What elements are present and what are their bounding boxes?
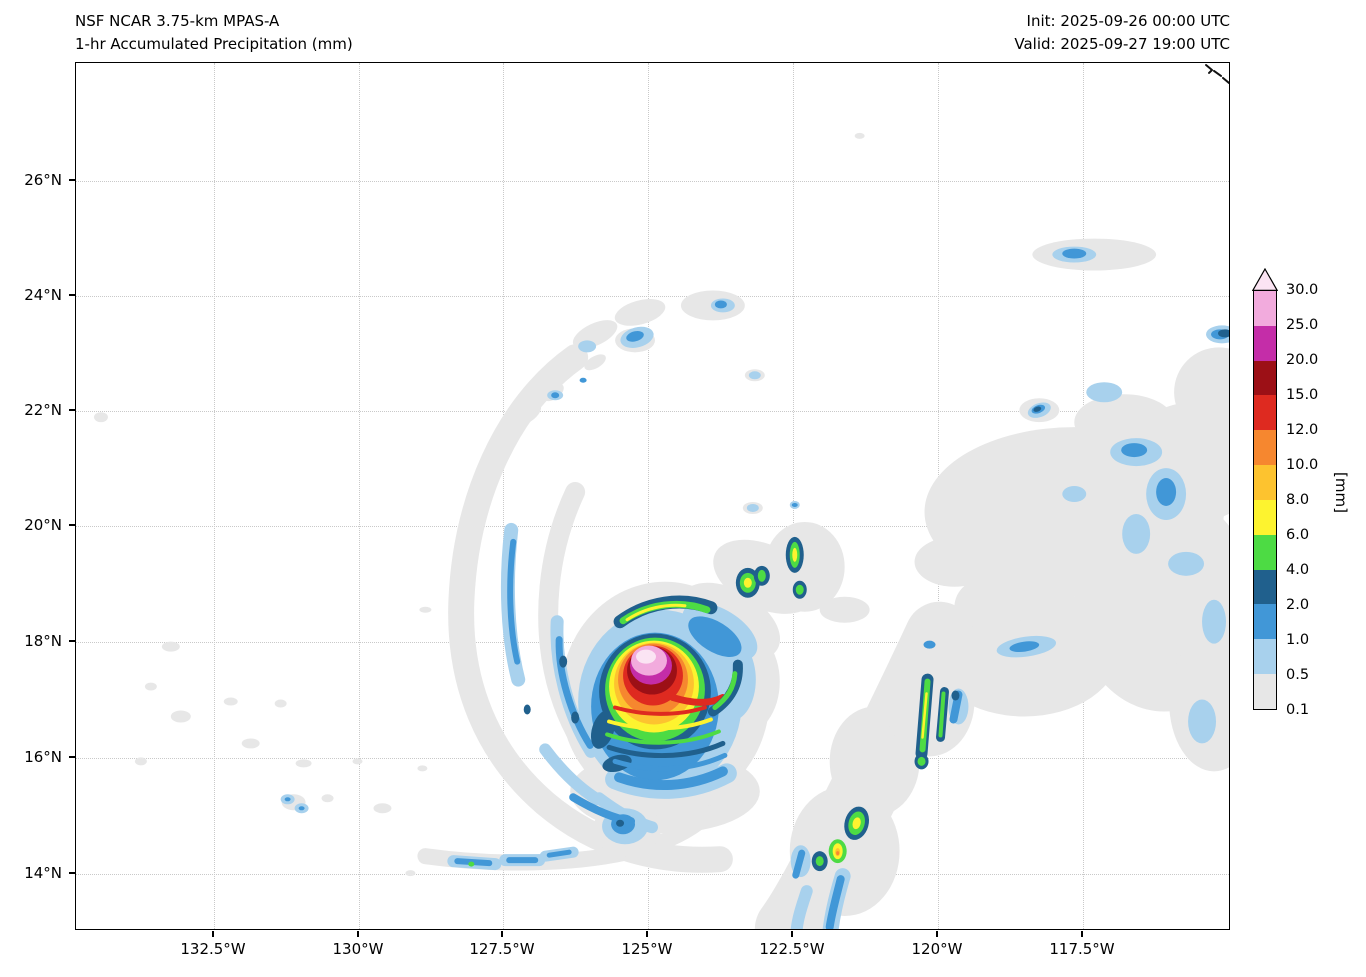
axis-tick	[212, 931, 214, 937]
colorbar-tick-label: 12.0	[1286, 422, 1319, 438]
y-tick-label: 16°N	[24, 748, 62, 766]
gridline	[76, 296, 1229, 297]
colorbar-tick-label: 2.0	[1286, 597, 1310, 613]
init-time: Init: 2025-09-26 00:00 UTC	[1026, 12, 1230, 30]
colorbar-segment	[1254, 395, 1276, 431]
colorbar-tick-label: 0.1	[1286, 702, 1310, 718]
gridline	[648, 63, 649, 929]
y-tick-label: 14°N	[24, 864, 62, 882]
axis-tick	[357, 931, 359, 937]
colorbar-segment	[1254, 639, 1276, 675]
colorbar-segment	[1254, 325, 1276, 361]
x-tick-label: 120°W	[911, 940, 963, 958]
colorbar-unit-label: [mm]	[1332, 472, 1350, 513]
colorbar-segment	[1254, 604, 1276, 640]
colorbar: 30.0 25.0 20.0 15.0 12.0 10.0 8.0 6.0 4.…	[1252, 268, 1366, 743]
axis-tick	[646, 931, 648, 937]
y-tick-label: 26°N	[24, 171, 62, 189]
colorbar-tick-label: 15.0	[1286, 387, 1319, 403]
colorbar-tick-label: 6.0	[1286, 527, 1310, 543]
precipitation-field	[93, 63, 1229, 929]
axis-tick	[69, 294, 75, 296]
gridline	[503, 63, 504, 929]
axis-tick	[791, 931, 793, 937]
x-tick-label: 122.5°W	[759, 940, 825, 958]
map-plot	[75, 62, 1230, 930]
y-tick-label: 20°N	[24, 516, 62, 534]
run-times: Init: 2025-09-26 00:00 UTC Valid: 2025-0…	[1014, 10, 1230, 56]
colorbar-segment	[1254, 430, 1276, 466]
model-name: NSF NCAR 3.75-km MPAS-A	[75, 12, 280, 30]
convective-cells	[468, 536, 949, 872]
gridline	[76, 874, 1229, 875]
valid-time: Valid: 2025-09-27 19:00 UTC	[1014, 35, 1230, 53]
figure-title: NSF NCAR 3.75-km MPAS-A 1-hr Accumulated…	[75, 10, 353, 56]
colorbar-tick-label: 8.0	[1286, 492, 1310, 508]
y-tick-label: 24°N	[24, 286, 62, 304]
colorbar-tick-label: 1.0	[1286, 632, 1310, 648]
x-tick-label: 117.5°W	[1049, 940, 1115, 958]
axis-tick	[69, 872, 75, 874]
colorbar-tick-label: 25.0	[1286, 317, 1319, 333]
colorbar-segment	[1254, 360, 1276, 396]
colorbar-extend-arrow	[1252, 268, 1278, 291]
axis-tick	[1081, 931, 1083, 937]
axis-tick	[69, 179, 75, 181]
axis-tick	[936, 931, 938, 937]
colorbar-tick-label: 4.0	[1286, 562, 1310, 578]
colorbar-segment	[1254, 465, 1276, 500]
coastline-mark	[1205, 63, 1229, 84]
axis-tick	[69, 524, 75, 526]
gridline	[76, 181, 1229, 182]
gridline	[793, 63, 794, 929]
cyclone-core	[599, 595, 743, 772]
colorbar-tick-label: 20.0	[1286, 352, 1319, 368]
colorbar-tick-label: 30.0	[1286, 282, 1319, 298]
gridline	[76, 411, 1229, 412]
field-name: 1-hr Accumulated Precipitation (mm)	[75, 35, 353, 53]
colorbar-tick-label: 10.0	[1286, 457, 1319, 473]
axis-tick	[69, 756, 75, 758]
axis-tick	[69, 409, 75, 411]
gridline	[214, 63, 215, 929]
colorbar-segment	[1254, 674, 1276, 709]
x-tick-label: 132.5°W	[180, 940, 246, 958]
colorbar-bar	[1253, 290, 1277, 710]
y-tick-label: 18°N	[24, 632, 62, 650]
colorbar-segment	[1254, 569, 1276, 605]
y-tick-label: 22°N	[24, 401, 62, 419]
x-tick-label: 130°W	[332, 940, 384, 958]
x-tick-label: 125°W	[621, 940, 673, 958]
axis-tick	[501, 931, 503, 937]
colorbar-segment	[1254, 534, 1276, 570]
x-tick-label: 127.5°W	[469, 940, 535, 958]
axis-tick	[69, 640, 75, 642]
colorbar-tick-label: 0.5	[1286, 667, 1310, 683]
colorbar-segment	[1254, 499, 1276, 535]
gridline	[359, 63, 360, 929]
gridline	[76, 526, 1229, 527]
colorbar-segment	[1254, 291, 1276, 326]
